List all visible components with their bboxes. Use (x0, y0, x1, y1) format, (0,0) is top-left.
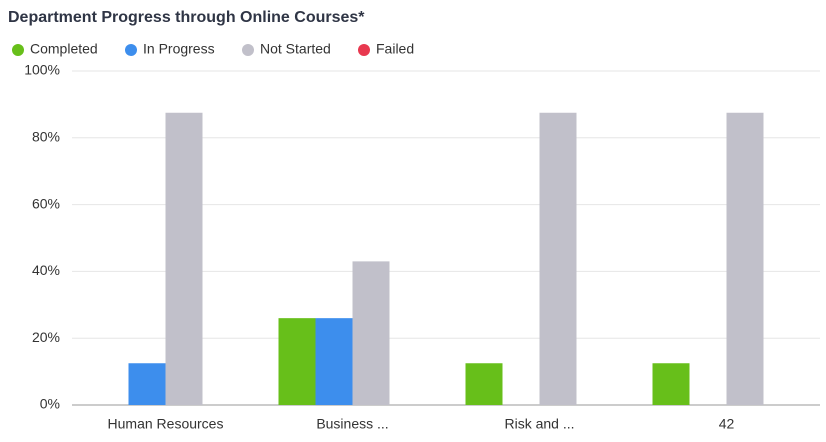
bar (539, 112, 577, 405)
legend-marker (358, 44, 370, 56)
legend-label: Not Started (260, 41, 331, 57)
bar (652, 363, 690, 405)
y-tick-label: 0% (40, 396, 60, 412)
bar (315, 318, 353, 405)
bar (726, 112, 764, 405)
y-tick-label: 80% (32, 129, 60, 145)
legend-label: In Progress (143, 41, 215, 57)
y-tick-label: 60% (32, 195, 60, 211)
legend-marker (125, 44, 137, 56)
y-tick-label: 100% (24, 62, 60, 78)
x-tick-label: 42 (719, 416, 735, 432)
y-tick-label: 20% (32, 329, 60, 345)
x-tick-label: Business ... (316, 416, 388, 432)
y-tick-label: 40% (32, 262, 60, 278)
x-tick-label: Human Resources (108, 416, 224, 432)
bar (128, 363, 166, 405)
legend-label: Completed (30, 41, 98, 57)
legend-marker (242, 44, 254, 56)
chart-title: Department Progress through Online Cours… (8, 9, 365, 26)
bar (278, 318, 316, 405)
legend-marker (12, 44, 24, 56)
legend-label: Failed (376, 41, 414, 57)
x-tick-label: Risk and ... (504, 416, 574, 432)
bar (465, 363, 503, 405)
bar (352, 261, 390, 405)
bar (165, 112, 203, 405)
